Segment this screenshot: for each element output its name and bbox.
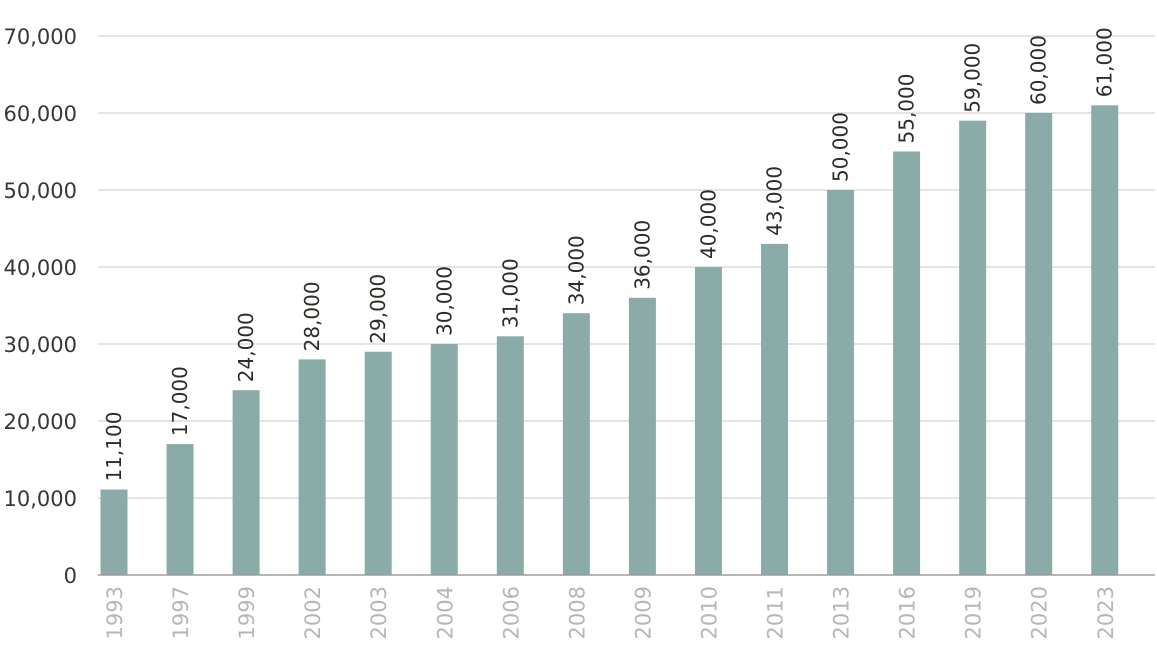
- bar: [562, 313, 590, 575]
- data-label: 36,000: [630, 220, 654, 290]
- y-tick-label: 40,000: [4, 256, 77, 280]
- x-tick-label: 1993: [103, 586, 127, 639]
- data-label: 11,100: [102, 412, 126, 482]
- x-tick-label: 2009: [631, 586, 655, 639]
- data-label: 28,000: [300, 281, 324, 351]
- y-tick-label: 60,000: [4, 102, 77, 126]
- data-label: 29,000: [366, 274, 390, 344]
- y-tick-label: 50,000: [4, 179, 77, 203]
- bar: [694, 267, 722, 575]
- x-axis-tick-labels: 1993 1997 1999 2002 2003 2004 2006 2008 2009 2010…: [103, 586, 1118, 639]
- x-tick-label: 2013: [830, 586, 854, 639]
- bar: [761, 243, 788, 575]
- data-labels: 11,100 17,000 24,000 28,000 29,000 30,000 31,0…: [102, 27, 1117, 481]
- x-tick-label: 2019: [962, 586, 986, 639]
- x-tick-label: 2020: [1028, 586, 1052, 639]
- x-tick-label: 2006: [499, 586, 523, 639]
- bar: [166, 444, 194, 575]
- x-tick-label: 2003: [367, 586, 391, 639]
- bar: [100, 489, 128, 575]
- y-tick-label: 20,000: [4, 410, 77, 434]
- data-label: 43,000: [763, 166, 787, 236]
- bar: [232, 390, 260, 575]
- y-tick-label: 10,000: [4, 487, 77, 511]
- bar: [893, 151, 921, 575]
- x-tick-label: 2011: [764, 586, 788, 639]
- bar: [496, 336, 524, 575]
- data-label: 31,000: [498, 258, 522, 328]
- bars: [100, 105, 1119, 576]
- x-tick-label: 2004: [433, 586, 457, 639]
- x-tick-label: 1999: [235, 586, 259, 639]
- bar: [430, 344, 458, 575]
- y-tick-label: 0: [64, 564, 77, 588]
- data-label: 59,000: [961, 43, 985, 113]
- bar: [298, 359, 326, 575]
- x-tick-label: 1997: [169, 586, 193, 639]
- x-tick-label: 2016: [896, 586, 920, 639]
- x-tick-label: 2010: [697, 586, 721, 639]
- bar: [1091, 105, 1119, 576]
- data-label: 17,000: [168, 366, 192, 436]
- y-tick-label: 70,000: [4, 25, 77, 49]
- data-label: 24,000: [234, 312, 258, 382]
- bar: [959, 120, 987, 575]
- bar: [364, 351, 392, 575]
- x-tick-label: 2008: [565, 586, 589, 639]
- bar: [1025, 113, 1053, 575]
- gridlines: [98, 35, 1155, 499]
- y-axis-tick-labels: 0 10,000 20,000 30,000 40,000 50,000 60,000 70,…: [4, 25, 77, 588]
- data-label: 34,000: [564, 235, 588, 305]
- bar: [628, 297, 656, 575]
- data-label: 60,000: [1027, 35, 1051, 105]
- x-tick-label: 2023: [1094, 586, 1118, 639]
- data-label: 55,000: [895, 74, 919, 144]
- data-label: 61,000: [1093, 27, 1117, 97]
- data-label: 40,000: [696, 189, 720, 259]
- bar: [827, 190, 855, 575]
- x-tick-label: 2002: [301, 586, 325, 639]
- data-label: 50,000: [829, 112, 853, 182]
- data-label: 30,000: [432, 266, 456, 336]
- y-tick-label: 30,000: [4, 333, 77, 357]
